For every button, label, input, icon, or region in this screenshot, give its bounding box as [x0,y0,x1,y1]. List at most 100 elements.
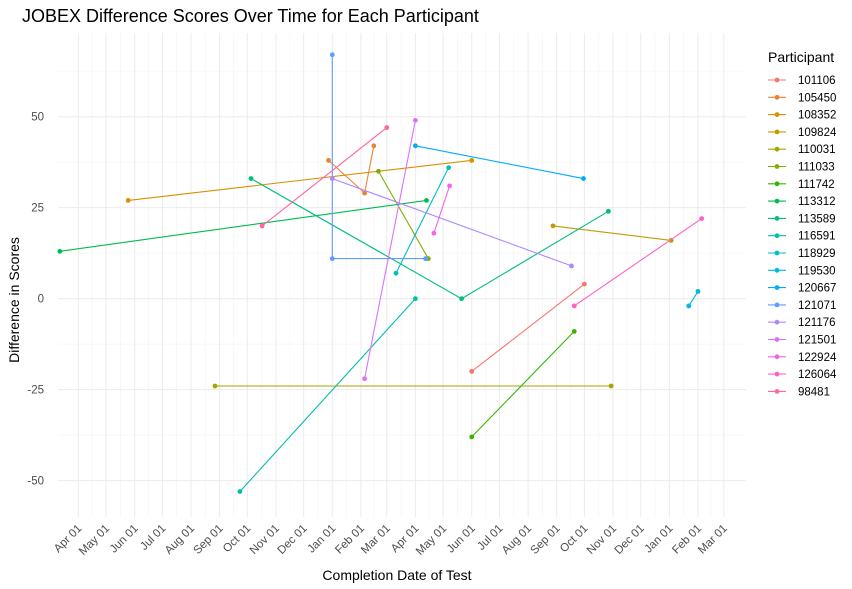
legend-label: 110031 [798,144,836,156]
series-line [239,298,416,492]
data-point [608,383,614,389]
legend-key-point [774,302,780,308]
legend-label: 113589 [798,213,836,225]
x-tick-label: May 01 [77,523,112,558]
data-point [329,256,335,262]
series-line [471,331,575,438]
legend-key-point [774,389,780,394]
series-line [395,167,450,274]
data-point [581,176,586,181]
legend-key-point [774,250,780,256]
data-point [446,165,452,171]
x-tick-label: Sep 01 [529,523,563,557]
series-111742 [469,329,577,440]
data-point [569,263,574,269]
series-119530 [686,288,701,309]
legend-label: 126064 [798,369,837,381]
data-point [695,288,701,294]
data-point [469,434,475,440]
legend-key-point [774,233,780,239]
legend-item: 98481 [768,386,830,398]
legend-key-point [774,216,780,221]
legend-key-point [774,319,780,325]
data-point [329,176,335,181]
x-tick-label: May 01 [414,523,449,558]
legend-label: 108352 [798,110,836,122]
data-point [237,489,243,494]
series-113312 [57,197,429,254]
legend-item: 126064 [768,369,837,381]
series-105450 [326,143,377,196]
legend-key-point [774,129,780,135]
grid [58,33,746,517]
series-layer [57,52,705,494]
chart-title: JOBEX Difference Scores Over Time for Ea… [22,6,479,26]
legend-key-point [774,371,780,377]
y-tick-label: -25 [27,385,44,397]
y-tick-label: 25 [31,203,44,215]
data-point [699,216,705,221]
data-point [469,369,475,374]
y-axis-title: Difference in Scores [6,237,22,363]
series-101106 [469,281,587,374]
x-tick-label: Nov 01 [248,523,282,557]
legend-item: 116591 [768,231,836,243]
y-axis: -50 -25 0 25 50 [27,112,44,488]
legend-key-point [774,181,780,187]
data-point [469,157,475,163]
series-121176 [329,176,574,269]
series-line [261,127,388,227]
data-point [412,117,418,123]
data-point [393,270,399,276]
x-tick-label: Aug 01 [163,523,197,557]
data-point [326,157,331,163]
data-point [412,143,418,149]
legend-item: 121071 [768,300,836,312]
series-108352 [125,157,475,203]
legend-key-point [774,267,780,273]
legend-label: 111742 [798,179,835,191]
legend-key-point [774,285,780,290]
legend: 101106 105450 108352 109824 110031 111033 1117… [768,75,837,398]
data-point [329,52,335,58]
x-tick-label: Mar 01 [359,523,393,557]
x-axis-title: Completion Date of Test [322,567,471,583]
legend-key-point [774,198,780,204]
legend-label: 111033 [798,162,835,174]
x-tick-label: Dec 01 [276,523,310,557]
data-point [259,223,265,229]
series-line [415,145,584,180]
series-110031 [212,383,614,389]
series-line [471,283,585,372]
legend-label: 109824 [798,127,837,139]
series-line [378,171,429,259]
data-point [376,168,381,174]
legend-key-point [774,77,780,83]
series-line [250,178,609,300]
series-122924 [431,183,452,236]
x-tick-label: Jan 01 [643,523,676,556]
legend-label: 105450 [798,92,836,104]
data-point [686,303,692,309]
legend-label: 122924 [798,352,837,364]
series-98481 [259,125,390,229]
data-point [423,256,428,262]
legend-item: 122924 [768,352,837,364]
legend-key-point [774,164,780,169]
series-line [433,185,451,234]
data-point [447,183,452,189]
data-point [362,190,367,196]
data-point [57,248,63,254]
legend-key-point [774,337,780,342]
legend-item: 110031 [768,144,836,156]
series-126064 [571,216,705,309]
legend-item: 119530 [768,265,836,277]
legend-item: 111033 [768,162,835,174]
x-tick-label: Nov 01 [585,523,619,557]
legend-item: 109824 [768,127,837,139]
x-tick-label: Mar 01 [696,523,730,557]
legend-key-point [774,354,780,360]
legend-item: 113312 [768,196,836,208]
x-tick-label: Sep 01 [191,523,225,557]
